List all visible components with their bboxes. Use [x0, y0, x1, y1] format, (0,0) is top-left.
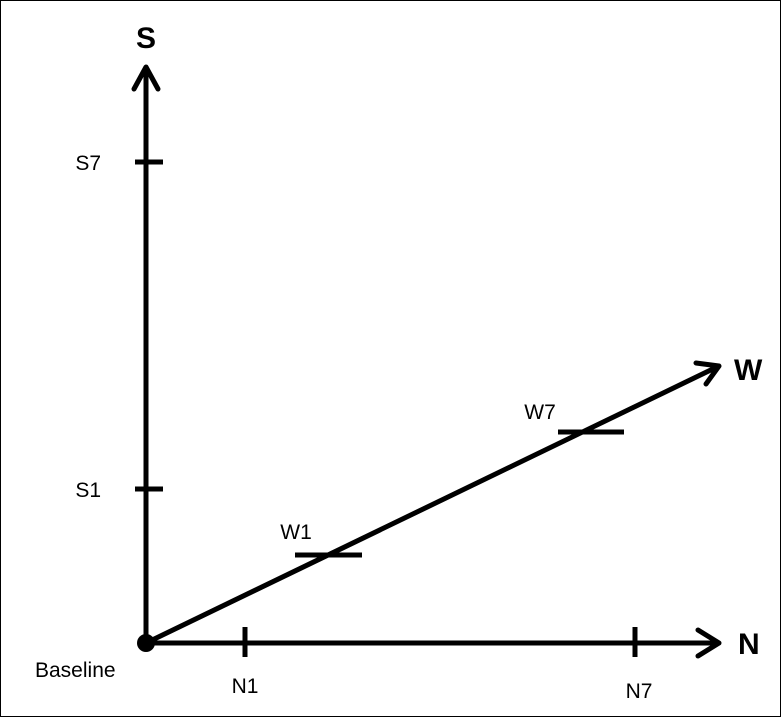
w1-tick-label: W1 [280, 521, 312, 544]
origin-label: Baseline [35, 659, 116, 682]
n-axis-arrowhead [695, 627, 722, 659]
w7-tick-label: W7 [524, 401, 556, 424]
s-axis-arrowhead [131, 64, 161, 92]
s7-tick-label: S7 [75, 152, 101, 175]
n1-tick-label: N1 [232, 675, 259, 698]
w-axis-line [144, 363, 721, 646]
n-axis-title: N [738, 628, 760, 661]
n7-tick-label: N7 [626, 680, 653, 703]
s1-tick-label: S1 [75, 479, 101, 502]
w-axis-arrowhead [693, 360, 722, 387]
s-axis-title: S [136, 22, 156, 55]
origin-point [137, 634, 155, 652]
w-axis-title: W [734, 354, 763, 387]
